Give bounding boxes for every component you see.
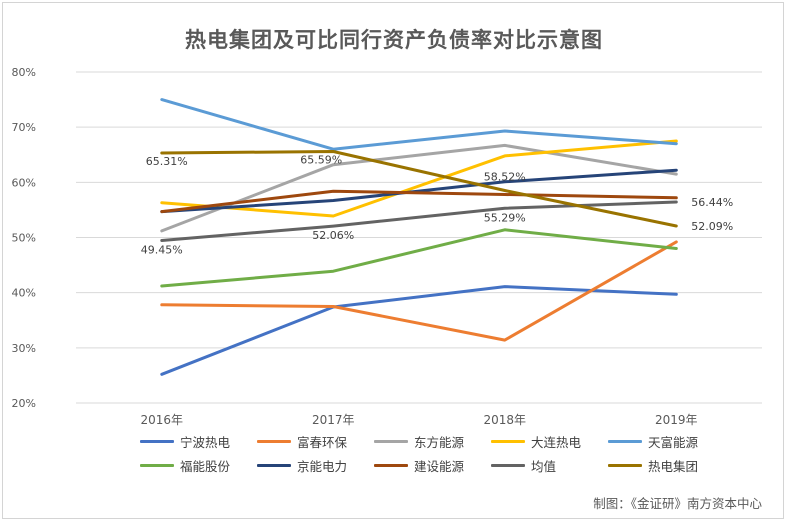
data-label: 52.06% [312,229,354,242]
legend-item: 京能电力 [257,456,374,474]
data-label: 55.29% [484,211,526,224]
legend-item: 天富能源 [608,432,725,450]
legend-swatch [140,463,174,467]
legend-swatch [608,439,642,443]
series-line-建设能源 [160,189,678,214]
legend-swatch [491,439,525,443]
series-line-京能电力 [160,168,678,214]
legend-swatch [374,463,408,467]
legend-swatch [140,439,174,443]
legend-swatch [608,463,642,467]
x-tick-label: 2017年 [312,413,355,427]
legend-label: 富春环保 [297,434,348,450]
data-label: 52.09% [691,220,733,233]
y-tick-label: 50% [12,232,36,245]
legend-swatch [257,439,291,443]
series-line-均值 [160,200,678,242]
legend-label: 京能电力 [297,458,348,474]
y-tick-label: 20% [12,397,36,410]
x-tick-label: 2016年 [140,413,183,427]
series-line-宁波热电 [160,285,678,376]
legend-item: 福能股份 [140,456,257,474]
series-line-福能股份 [160,228,678,288]
legend-item: 建设能源 [374,456,491,474]
series-line-热电集团 [160,150,678,228]
legend-label: 热电集团 [648,458,699,474]
y-tick-label: 80% [12,66,36,79]
data-label: 58.52% [484,170,526,183]
series-line-天富能源 [160,98,678,151]
series-line-富春环保 [160,240,678,342]
legend-swatch [374,439,408,443]
legend-item: 热电集团 [608,456,725,474]
x-tick-label: 2019年 [655,413,698,427]
y-tick-label: 30% [12,342,36,355]
legend-label: 大连热电 [531,434,582,450]
series-line-大连热电 [160,139,678,218]
series-line-东方能源 [160,143,678,233]
y-tick-label: 40% [12,287,36,300]
data-label: 56.44% [691,196,733,209]
legend-item: 东方能源 [374,432,491,450]
legend-label: 宁波热电 [180,434,231,450]
legend-item: 宁波热电 [140,432,257,450]
x-tick-label: 2018年 [483,413,526,427]
chart-title: 热电集团及可比同行资产负债率对比示意图 [185,28,603,52]
legend-item: 富春环保 [257,432,374,450]
legend-label: 东方能源 [414,434,465,450]
data-label: 49.45% [141,244,183,257]
y-tick-label: 70% [12,121,36,134]
legend-item: 大连热电 [491,432,608,450]
legend-label: 均值 [531,458,557,474]
y-tick-label: 60% [12,176,36,189]
legend-item: 均值 [491,456,608,474]
legend-swatch [491,463,525,467]
data-label: 65.59% [300,153,342,166]
chart-credit: 制图：《金证研》南方资本中心 [593,496,762,511]
chart-legend: 宁波热电 富春环保 东方能源 大连热电 天富能源福能股份 京能电力 建设能源 均值 热电集团 [140,432,720,474]
legend-swatch [257,463,291,467]
data-label: 65.31% [146,155,188,168]
legend-label: 福能股份 [180,458,231,474]
legend-label: 建设能源 [414,458,465,474]
legend-label: 天富能源 [648,434,699,450]
